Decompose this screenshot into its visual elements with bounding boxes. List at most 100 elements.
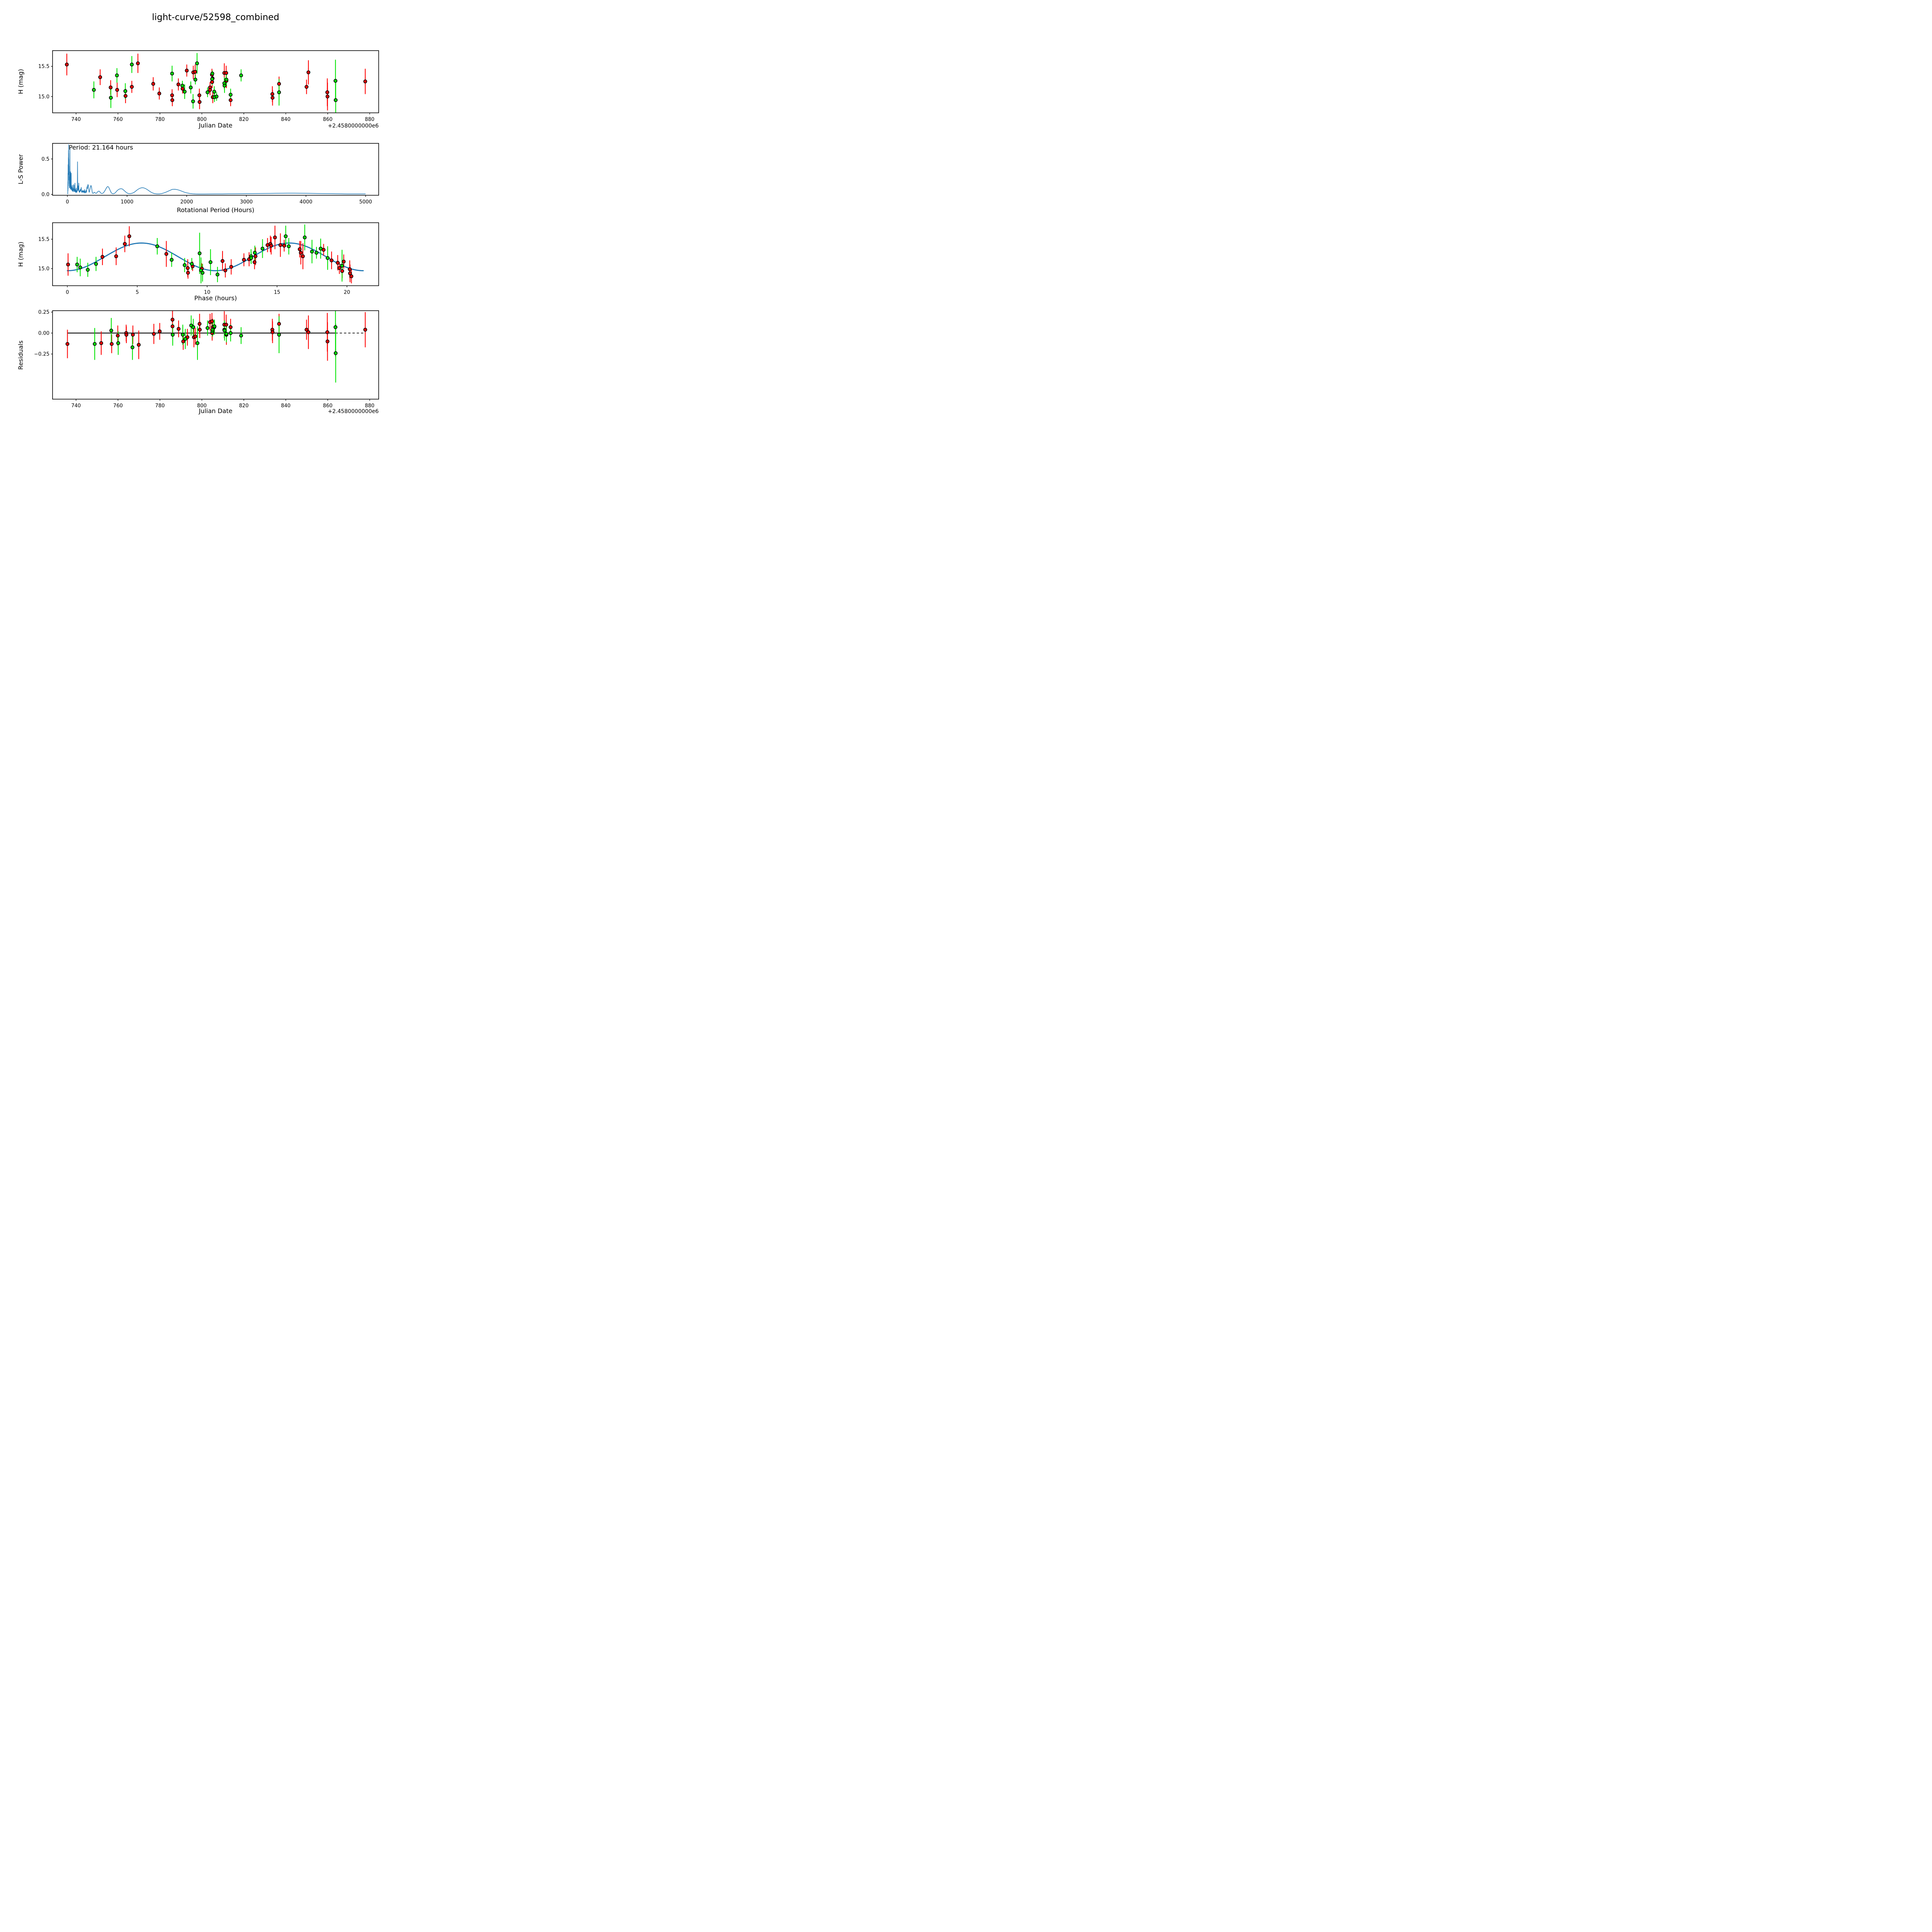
data-point-marker	[197, 322, 202, 326]
x-tick-label: 820	[239, 117, 249, 122]
data-point-marker	[242, 258, 246, 262]
ls-periodogram-plot-area	[67, 144, 366, 194]
data-point-marker	[303, 235, 307, 240]
data-point-marker	[170, 98, 174, 102]
data-point-marker	[298, 247, 302, 251]
data-point-marker	[206, 326, 210, 330]
data-point-marker	[363, 328, 367, 332]
data-point-marker	[196, 341, 200, 345]
data-point-marker	[197, 93, 201, 97]
data-point-marker	[157, 92, 162, 95]
data-point-marker	[223, 328, 227, 333]
p1-x-offset-text: +2.4580000000e6	[328, 123, 379, 129]
data-point-marker	[224, 323, 228, 327]
residuals-green-filter-markers	[93, 323, 338, 355]
data-point-marker	[116, 341, 120, 345]
data-point-marker	[186, 270, 190, 275]
data-point-marker	[193, 334, 197, 338]
data-point-marker	[229, 265, 233, 269]
y-tick-label: 0.0	[41, 192, 49, 198]
data-point-marker	[170, 71, 174, 76]
x-tick-label: 860	[323, 117, 333, 122]
data-point-marker	[325, 330, 329, 334]
data-point-marker	[66, 262, 70, 267]
panel-ls-periodogram: 0 1000 2000 3000 4000 5000 0.0 0.5	[41, 143, 379, 205]
x-tick-label: 1000	[121, 199, 133, 205]
data-point-marker	[224, 332, 228, 336]
data-point-marker	[211, 328, 215, 332]
data-point-marker	[170, 93, 174, 97]
data-point-marker	[224, 78, 228, 82]
x-tick-label: 20	[344, 289, 350, 295]
panel-jd-lightcurve: 740 760 780 800 820 840 860 880 15.0 15.5	[38, 50, 379, 122]
data-point-marker	[273, 235, 277, 240]
y-tick-label: 15.5	[38, 237, 49, 243]
data-point-marker	[228, 98, 233, 102]
data-point-marker	[270, 92, 274, 96]
p4-yaxis-label: Residuals	[17, 340, 24, 370]
data-point-marker	[110, 342, 114, 346]
data-point-marker	[212, 90, 216, 94]
data-point-marker	[206, 90, 210, 94]
data-point-marker	[277, 333, 281, 337]
data-point-marker	[326, 256, 330, 260]
data-point-marker	[304, 85, 309, 89]
data-point-marker	[315, 251, 318, 255]
data-point-marker	[325, 339, 330, 344]
data-point-marker	[109, 95, 113, 100]
data-point-marker	[115, 73, 119, 78]
data-point-marker	[93, 342, 97, 346]
data-point-marker	[170, 258, 174, 262]
x-tick-label: 780	[155, 403, 165, 409]
panel-residuals: 740 760 780 800 820 840 860 880 −0.25 0.00 0.25	[34, 310, 379, 409]
data-point-marker	[180, 83, 184, 88]
data-point-marker	[253, 251, 257, 255]
y-tick-label: 15.0	[38, 94, 49, 100]
data-point-marker	[130, 345, 134, 349]
data-point-marker	[191, 325, 196, 329]
data-point-marker	[94, 262, 98, 266]
residuals-plot-area	[65, 311, 367, 383]
data-point-marker	[336, 261, 340, 265]
data-point-marker	[348, 271, 352, 276]
data-point-marker	[98, 75, 102, 79]
data-point-marker	[201, 270, 205, 275]
data-point-marker	[197, 100, 202, 104]
data-point-marker	[164, 252, 168, 256]
figure-background	[0, 0, 417, 417]
data-point-marker	[333, 79, 338, 83]
x-tick-label: 0	[66, 289, 69, 295]
phase-fit-curve	[66, 242, 364, 271]
data-point-marker	[337, 266, 342, 270]
p1-yaxis-label: H (mag)	[17, 69, 24, 94]
data-point-marker	[65, 63, 69, 66]
x-tick-label: 740	[71, 117, 81, 122]
phase-folded-lightcurve-axes-spines	[52, 222, 379, 286]
data-point-marker	[301, 254, 305, 259]
y-tick-label: 0.5	[41, 156, 49, 162]
data-point-marker	[210, 319, 214, 323]
data-point-marker	[333, 325, 338, 329]
data-point-marker	[185, 266, 190, 270]
y-tick-label: 15.0	[38, 266, 49, 272]
periodogram-curve	[67, 144, 366, 194]
data-point-marker	[306, 330, 311, 334]
data-point-marker	[180, 87, 185, 91]
figure-title: light-curve/52598_combined	[152, 12, 279, 22]
data-point-marker	[306, 70, 311, 75]
data-point-marker	[270, 95, 275, 100]
data-point-marker	[65, 342, 70, 346]
data-point-marker	[130, 85, 134, 89]
data-point-marker	[198, 328, 202, 332]
data-point-marker	[195, 61, 199, 65]
data-point-marker	[282, 243, 286, 248]
x-tick-label: 780	[155, 117, 165, 122]
jd-lightcurve-plot-area	[65, 53, 367, 113]
data-point-marker	[208, 88, 212, 92]
data-point-marker	[152, 332, 156, 336]
data-point-marker	[78, 265, 82, 270]
data-point-marker	[228, 331, 233, 335]
data-point-marker	[171, 333, 175, 337]
y-tick-label: −0.25	[34, 352, 49, 357]
jd-lightcurve-ticks: 740 760 780 800 820 840 860 880 15.0 15.5	[38, 64, 374, 122]
